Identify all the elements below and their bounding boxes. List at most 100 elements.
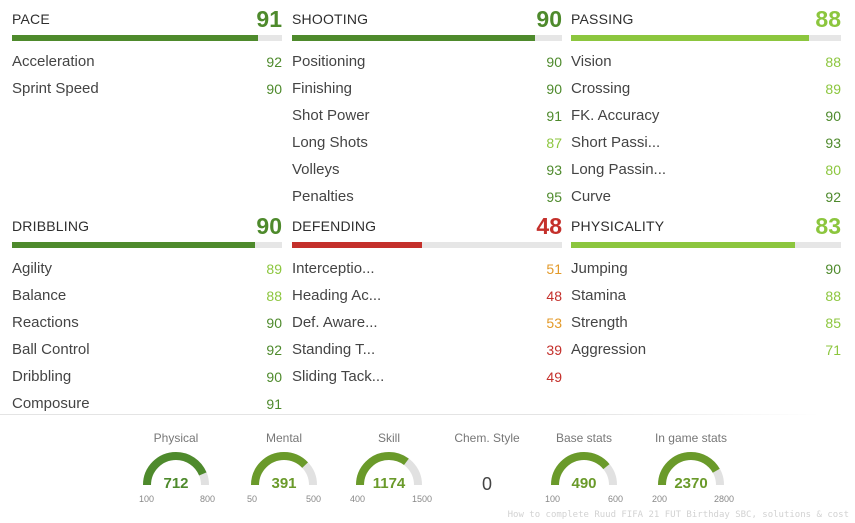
stat-row: Agility 89 xyxy=(12,256,282,283)
category-name: DRIBBLING xyxy=(12,218,90,234)
stat-value: 71 xyxy=(825,342,841,358)
stat-row: Finishing 90 xyxy=(292,76,562,103)
stat-label: Agility xyxy=(12,260,53,277)
gauge-arc xyxy=(551,452,617,486)
gauge-max: 600 xyxy=(607,494,623,504)
stat-label: Aggression xyxy=(571,341,647,358)
stat-label: Strength xyxy=(571,314,628,331)
gauge-mental: Mental 391 50 500 xyxy=(239,430,329,504)
category-header: DRIBBLING 90 xyxy=(12,211,282,241)
stat-value: 88 xyxy=(266,288,282,304)
stat-row: Long Shots 87 xyxy=(292,130,562,157)
stat-row: Jumping 90 xyxy=(571,256,841,283)
category-bar-fill xyxy=(12,242,255,248)
category-name: SHOOTING xyxy=(292,11,369,27)
category-bar-fill xyxy=(571,242,796,248)
stat-value: 90 xyxy=(266,315,282,331)
summary-section: Physical 712 100 800 Mental 391 50 500 S… xyxy=(0,430,855,510)
stat-list: Vision 88 Crossing 89 FK. Accuracy 90 Short Pa… xyxy=(571,49,841,211)
stat-value: 92 xyxy=(825,189,841,205)
stat-label: Sliding Tack... xyxy=(292,368,385,385)
stat-label: Short Passi... xyxy=(571,134,661,151)
stat-label: Long Shots xyxy=(292,134,368,151)
stat-value: 90 xyxy=(266,81,282,97)
gauge-title: Physical xyxy=(153,431,199,445)
stat-row: Standing T... 39 xyxy=(292,337,562,364)
divider xyxy=(0,414,820,415)
stat-label: FK. Accuracy xyxy=(571,107,660,124)
stat-label: Finishing xyxy=(292,80,353,97)
category-physicality: PHYSICALITY 83 Jumping 90 Stamina 88 Strength 8… xyxy=(571,211,841,358)
category-bar xyxy=(571,242,841,248)
stat-value: 48 xyxy=(546,288,562,304)
stat-value: 90 xyxy=(546,81,562,97)
stat-row: Curve 92 xyxy=(571,184,841,211)
stat-label: Positioning xyxy=(292,53,366,70)
stat-row: Composure 91 xyxy=(12,391,282,418)
stat-row: Def. Aware... 53 xyxy=(292,310,562,337)
gauge-value: 1174 xyxy=(372,475,406,492)
stat-value: 90 xyxy=(825,261,841,277)
category-bar xyxy=(12,35,282,41)
category-bar-fill xyxy=(571,35,809,41)
category-header: PASSING 88 xyxy=(571,4,841,34)
category-dribbling: DRIBBLING 90 Agility 89 Balance 88 Reactions 90… xyxy=(12,211,282,412)
category-bar-fill xyxy=(292,35,535,41)
gauge-fill xyxy=(143,452,209,486)
stat-label: Sprint Speed xyxy=(12,80,99,97)
stat-label: Heading Ac... xyxy=(292,287,382,304)
gauge-fill xyxy=(356,452,422,486)
gauge-value: 2370 xyxy=(674,475,708,492)
category-value: 83 xyxy=(815,213,841,239)
stat-value: 53 xyxy=(546,315,562,331)
stat-label: Jumping xyxy=(571,260,628,277)
stat-row: Positioning 90 xyxy=(292,49,562,76)
stat-value: 93 xyxy=(546,162,562,178)
gauge-arc xyxy=(143,452,209,486)
stat-value: 95 xyxy=(546,189,562,205)
gauge-max: 2800 xyxy=(713,494,734,504)
gauge-value: 712 xyxy=(163,475,189,492)
stat-value: 90 xyxy=(546,54,562,70)
stat-row: Balance 88 xyxy=(12,283,282,310)
stat-label: Balance xyxy=(12,287,67,304)
category-name: DEFENDING xyxy=(292,218,377,234)
category-defending: DEFENDING 48 Interceptio... 51 Heading Ac...… xyxy=(292,211,562,385)
stat-value: 87 xyxy=(546,135,562,151)
stat-value: 93 xyxy=(825,135,841,151)
gauge-value: 391 xyxy=(271,475,297,492)
stat-label: Ball Control xyxy=(12,341,90,358)
gauge-max: 500 xyxy=(305,494,321,504)
gauge-skill: Skill 1174 400 1500 xyxy=(344,430,434,504)
category-header: PACE 91 xyxy=(12,4,282,34)
gauge-title: Base stats xyxy=(555,431,613,445)
gauge-min: 400 xyxy=(350,494,366,504)
stat-value: 49 xyxy=(546,369,562,385)
stat-label: Dribbling xyxy=(12,368,72,385)
category-name: PASSING xyxy=(571,11,634,27)
category-header: SHOOTING 90 xyxy=(292,4,562,34)
gauge-min: 200 xyxy=(652,494,668,504)
stat-row: Heading Ac... 48 xyxy=(292,283,562,310)
gauge-base-stats: Base stats 490 100 600 xyxy=(539,430,629,504)
stat-row: Sprint Speed 90 xyxy=(12,76,282,103)
stat-value: 80 xyxy=(825,162,841,178)
stat-row: Short Passi... 93 xyxy=(571,130,841,157)
stat-label: Penalties xyxy=(292,188,354,205)
stat-list: Positioning 90 Finishing 90 Shot Power 91 Long… xyxy=(292,49,562,211)
category-bar xyxy=(12,242,282,248)
stat-label: Reactions xyxy=(12,314,79,331)
stat-row: Stamina 88 xyxy=(571,283,841,310)
stat-row: FK. Accuracy 90 xyxy=(571,103,841,130)
gauge-fill xyxy=(251,452,317,486)
chem-style-title: Chem. Style xyxy=(454,431,520,445)
category-passing: PASSING 88 Vision 88 Crossing 89 FK. Accuracy 9… xyxy=(571,4,841,205)
category-value: 91 xyxy=(256,6,282,32)
stat-value: 92 xyxy=(266,342,282,358)
stat-row: Shot Power 91 xyxy=(292,103,562,130)
gauge-physical: Physical 712 100 800 xyxy=(131,430,221,504)
stat-row: Crossing 89 xyxy=(571,76,841,103)
stat-row: Reactions 90 xyxy=(12,310,282,337)
stat-row: Ball Control 92 xyxy=(12,337,282,364)
gauge-arc xyxy=(356,452,422,486)
